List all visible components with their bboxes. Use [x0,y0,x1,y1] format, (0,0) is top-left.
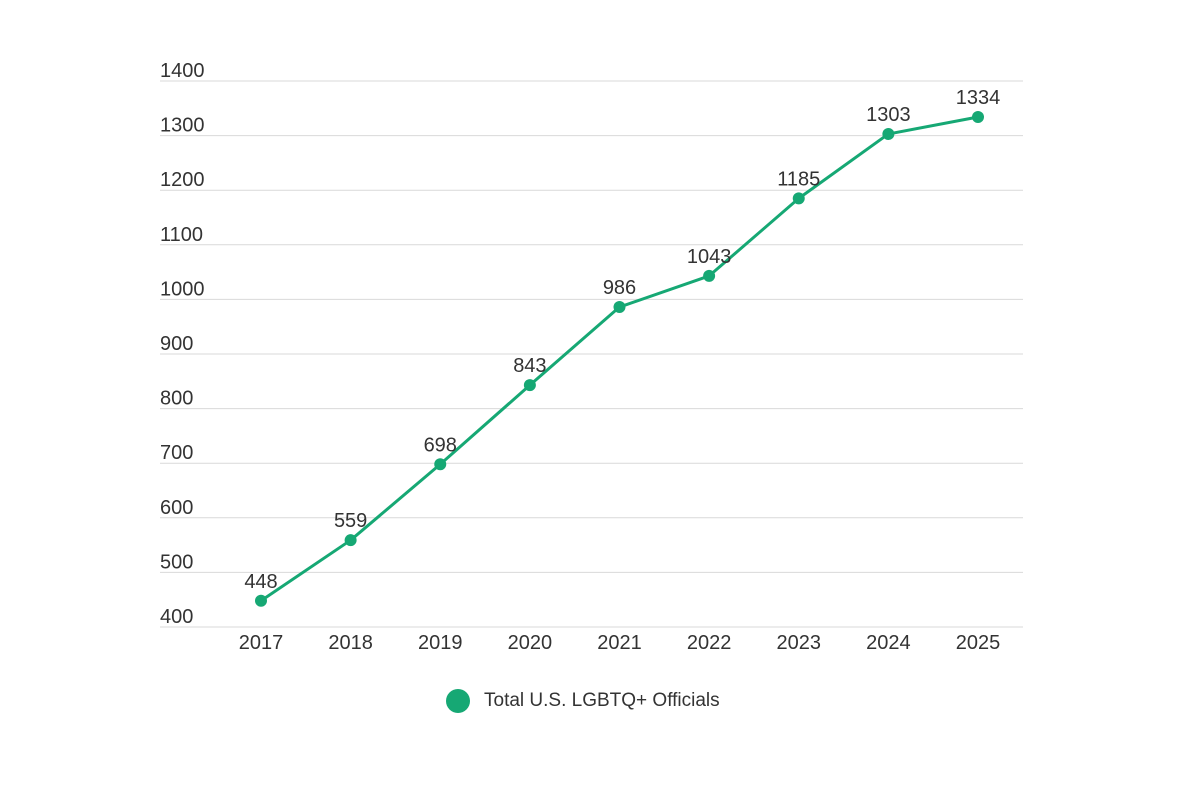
legend: Total U.S. LGBTQ+ Officials [446,686,720,716]
data-label: 1043 [687,246,732,268]
data-point [613,301,626,314]
y-tick-label: 500 [160,551,193,573]
data-labels: 448 559 698 843 986 1043 1185 1303 1334 [244,87,1000,593]
legend-swatch-icon [446,689,470,713]
y-tick-label: 800 [160,388,193,410]
data-label: 698 [424,434,457,456]
data-label: 843 [513,355,546,377]
data-point [703,269,716,282]
data-label: 1185 [777,168,820,190]
data-point [255,594,267,607]
x-tick-label: 2025 [956,632,1001,654]
y-tick-label: 900 [160,333,193,355]
series-points [255,111,984,607]
data-label: 986 [603,277,636,299]
y-tick-label: 1300 [160,115,205,137]
y-tick-label: 1400 [160,60,205,82]
data-point [972,111,984,124]
data-label: 1334 [956,87,1001,109]
x-tick-label: 2018 [328,632,373,654]
y-tick-label: 1100 [160,224,203,246]
legend-label: Total U.S. LGBTQ+ Officials [484,690,720,711]
data-point [882,127,895,140]
x-tick-label: 2023 [777,632,822,654]
x-tick-label: 2022 [687,632,732,654]
series-line [259,115,980,603]
data-label: 559 [334,510,367,532]
x-tick-label: 2019 [418,632,463,654]
x-axis-ticks: 2017 2018 2019 2020 2021 2022 2023 2024 2025 [239,632,1001,654]
y-tick-label: 600 [160,497,193,519]
data-point [523,379,536,392]
x-tick-label: 2020 [508,632,553,654]
y-tick-label: 700 [160,442,193,464]
x-tick-label: 2024 [866,632,911,654]
data-point [434,458,447,471]
x-tick-label: 2021 [597,632,642,654]
data-point [344,534,357,547]
x-tick-label: 2017 [239,632,284,654]
data-point [792,192,805,205]
gridlines [160,80,1023,628]
data-label: 1303 [866,104,911,126]
y-tick-label: 1000 [160,278,205,300]
data-label: 448 [244,571,277,593]
y-tick-label: 400 [160,606,193,628]
y-tick-label: 1200 [160,169,205,191]
series-lines [259,115,980,603]
y-axis-ticks: 400 500 600 700 800 900 1000 1100 1200 1300 1400 [160,60,205,628]
